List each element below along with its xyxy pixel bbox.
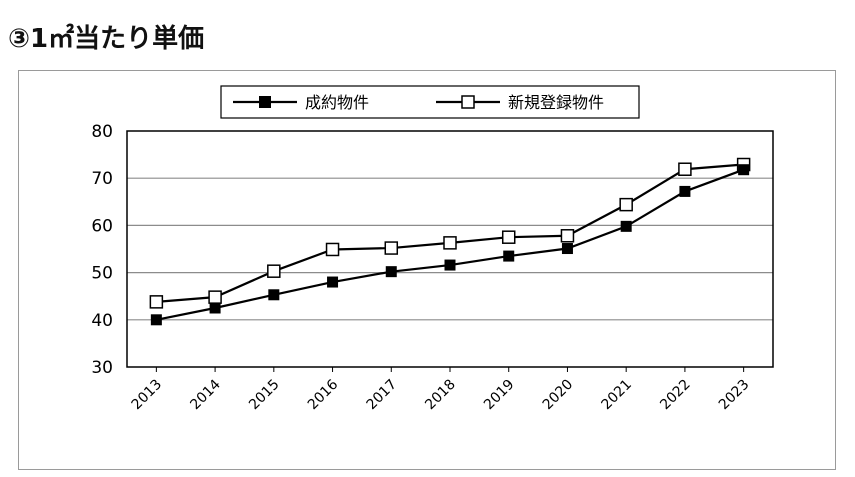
data-point: [268, 289, 280, 301]
data-point: [503, 250, 515, 262]
data-point: [384, 241, 399, 255]
data-point: [619, 197, 633, 212]
legend-item: 新規登録物件: [436, 93, 604, 112]
data-point: [443, 236, 457, 250]
data-point: [560, 229, 575, 243]
data-point: [385, 266, 397, 278]
data-point: [678, 162, 692, 176]
data-point: [327, 276, 339, 288]
data-point: [444, 259, 456, 271]
legend-item: 成約物件: [233, 93, 369, 112]
legend-label: 新規登録物件: [508, 93, 604, 112]
x-tick-label: 2022: [657, 377, 694, 414]
x-axis-ticks: 2013 2014 2015 2016 2017 2018 2019 2020 2021 2022…: [129, 367, 753, 414]
data-point: [679, 185, 691, 197]
x-tick-label: 2015: [246, 377, 283, 414]
x-tick-label: 2021: [598, 377, 635, 414]
x-tick-label: 2017: [364, 377, 401, 414]
data-point: [325, 242, 340, 257]
series-new-listing: [149, 157, 751, 309]
y-tick-label: 60: [91, 216, 113, 236]
x-tick-label: 2016: [305, 376, 342, 413]
data-point: [501, 230, 516, 244]
y-tick-label: 70: [91, 169, 113, 189]
legend-label: 成約物件: [305, 93, 369, 112]
y-tick-label: 30: [91, 358, 113, 378]
series-contracted: [150, 164, 750, 326]
data-point: [561, 243, 573, 255]
data-point: [149, 295, 164, 309]
data-point: [209, 302, 221, 314]
gridlines: [127, 177, 773, 321]
data-point: [150, 314, 162, 326]
data-point: [208, 290, 222, 304]
y-tick-label: 80: [91, 122, 113, 142]
y-axis-ticks: 30 40 50 60 70 80: [91, 122, 113, 378]
x-tick-label: 2023: [716, 377, 753, 414]
x-tick-label: 2013: [129, 377, 166, 414]
y-tick-label: 40: [91, 311, 113, 331]
x-tick-label: 2019: [481, 377, 518, 414]
data-point: [267, 264, 281, 278]
data-point: [620, 220, 632, 232]
legend-marker: [461, 95, 475, 109]
x-tick-label: 2014: [187, 376, 224, 413]
x-tick-label: 2020: [540, 377, 577, 414]
page-title: ③1㎡当たり単価: [8, 24, 205, 54]
series-line: [156, 163, 744, 303]
series: [149, 157, 751, 326]
legend-marker: [259, 96, 271, 108]
x-tick-label: 2018: [422, 377, 459, 414]
legend: 成約物件 新規登録物件: [220, 85, 640, 119]
chart-frame: [18, 70, 836, 470]
data-point: [738, 164, 750, 176]
y-tick-label: 50: [91, 264, 113, 284]
